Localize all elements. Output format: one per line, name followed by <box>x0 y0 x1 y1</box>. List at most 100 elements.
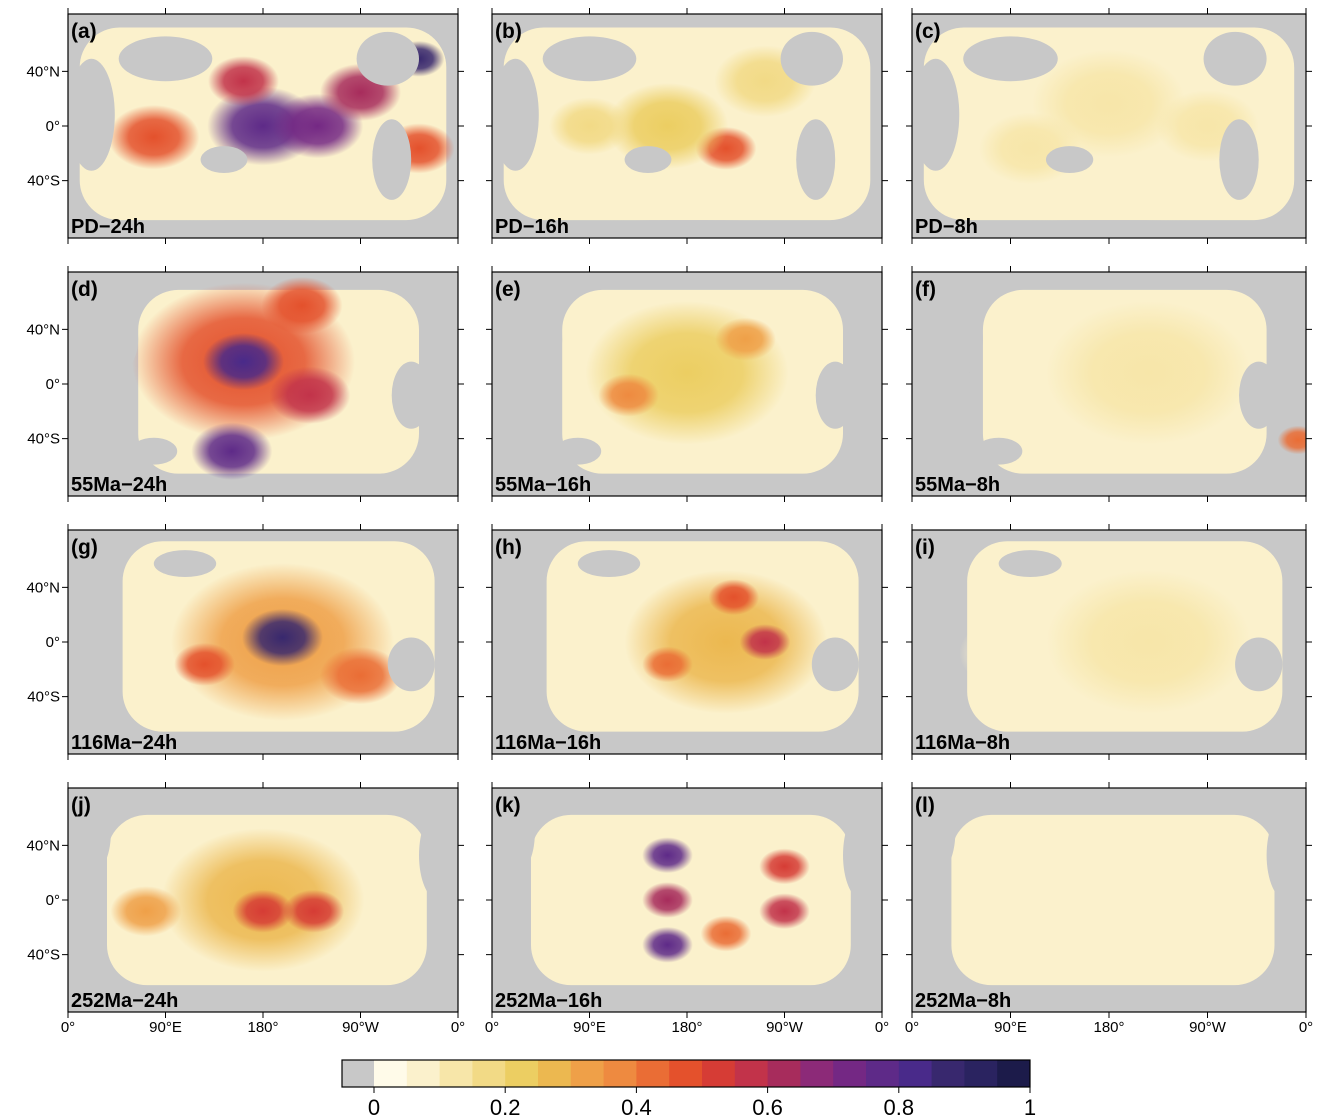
map-panel <box>912 14 1306 238</box>
amplitude-field <box>708 579 760 616</box>
amplitude-field <box>108 104 200 170</box>
colorbar-tick-label: 0 <box>368 1095 380 1119</box>
amplitude-field <box>110 886 182 937</box>
amplitude-field <box>269 366 351 424</box>
colorbar-bin <box>374 1060 408 1087</box>
panel-label: (c) <box>915 20 941 43</box>
amplitude-field <box>606 82 729 170</box>
panel-label: (f) <box>915 278 936 301</box>
colorbar-bin <box>734 1060 769 1087</box>
panel-label: (g) <box>71 536 98 559</box>
map-panel <box>492 530 882 754</box>
land <box>68 58 115 171</box>
amplitude-field <box>1045 570 1251 714</box>
land <box>1266 810 1306 900</box>
y-tick-label: 40°S <box>27 689 60 706</box>
amplitude-field <box>715 317 776 361</box>
amplitude-field <box>232 889 294 933</box>
land <box>68 563 111 631</box>
land <box>492 220 882 238</box>
map-panel <box>68 14 458 238</box>
amplitude-field <box>202 332 285 391</box>
colorbar-land <box>342 1060 374 1087</box>
map-panel <box>912 272 1306 496</box>
land <box>391 361 431 429</box>
land <box>1235 637 1283 692</box>
panel-title: 116Ma−16h <box>495 732 601 754</box>
land <box>492 58 539 171</box>
land <box>68 220 458 238</box>
colorbar-bin <box>866 1060 900 1087</box>
colorbar-bin <box>439 1060 473 1087</box>
x-tick-label: 0° <box>485 1019 499 1036</box>
y-tick-label: 40°N <box>26 579 60 596</box>
colorbar-tick-label: 0.6 <box>752 1095 783 1119</box>
colorbar-bin <box>931 1060 965 1087</box>
amplitude-field <box>241 608 324 667</box>
colorbar-bin <box>898 1060 933 1087</box>
amplitude-field <box>283 889 345 933</box>
land <box>796 119 836 200</box>
colorbar-bin <box>538 1060 572 1087</box>
land <box>912 58 960 171</box>
land <box>68 294 139 384</box>
land <box>975 437 1023 465</box>
panel-title: PD−24h <box>71 216 145 238</box>
panel-label: (k) <box>495 794 521 817</box>
colorbar-tick-label: 0.2 <box>490 1095 521 1119</box>
land <box>492 563 535 631</box>
land <box>998 550 1062 578</box>
colorbar-frame <box>341 1059 1031 1088</box>
x-tick-label: 0° <box>1299 1019 1313 1036</box>
land <box>912 563 956 631</box>
colorbar-tick-label: 0.8 <box>884 1095 915 1119</box>
x-tick-label: 90°W <box>1189 1019 1227 1036</box>
map-panel <box>68 788 458 1012</box>
land <box>843 810 882 900</box>
panel-label: (a) <box>71 20 97 43</box>
colorbar-bin <box>406 1060 441 1087</box>
amplitude-field <box>959 617 1062 690</box>
land <box>811 637 859 692</box>
colorbar-bin <box>800 1060 834 1087</box>
y-tick-label: 40°S <box>27 431 60 448</box>
land <box>912 294 983 384</box>
amplitude-field <box>642 882 693 918</box>
land <box>153 550 217 578</box>
amplitude-field <box>1277 425 1306 455</box>
x-tick-label: 180° <box>1093 1019 1124 1036</box>
y-tick-label: 0° <box>46 892 60 909</box>
land <box>1239 361 1279 429</box>
amplitude-field <box>208 56 279 107</box>
land <box>963 36 1058 82</box>
panel-title: 55Ma−16h <box>495 474 591 496</box>
land <box>130 437 178 465</box>
colorbar-bin <box>472 1060 506 1087</box>
land <box>577 550 641 578</box>
amplitude-field <box>598 373 659 417</box>
amplitude-field <box>700 915 752 952</box>
amplitude-field <box>759 893 810 930</box>
map-panel <box>492 14 882 238</box>
map-panel <box>492 272 882 496</box>
land <box>815 361 855 429</box>
land <box>492 788 535 878</box>
land <box>118 36 213 82</box>
x-tick-label: 180° <box>671 1019 702 1036</box>
land <box>624 146 672 174</box>
y-tick-label: 40°N <box>26 321 60 338</box>
map-panel <box>68 530 458 754</box>
x-tick-label: 0° <box>451 1019 465 1036</box>
panel-label: (l) <box>915 794 935 817</box>
colorbar-bin <box>505 1060 539 1087</box>
panel-label: (b) <box>495 20 522 43</box>
panel-title: 252Ma−16h <box>495 990 602 1012</box>
panel-title: 252Ma−24h <box>71 990 178 1012</box>
y-tick-label: 0° <box>46 376 60 393</box>
amplitude-field <box>739 624 791 660</box>
panel-title: PD−16h <box>495 216 569 238</box>
amplitude-field <box>642 646 693 683</box>
panel-title: 252Ma−8h <box>915 990 1011 1012</box>
colorbar-bin <box>767 1060 801 1087</box>
x-tick-label: 90°E <box>994 1019 1027 1036</box>
